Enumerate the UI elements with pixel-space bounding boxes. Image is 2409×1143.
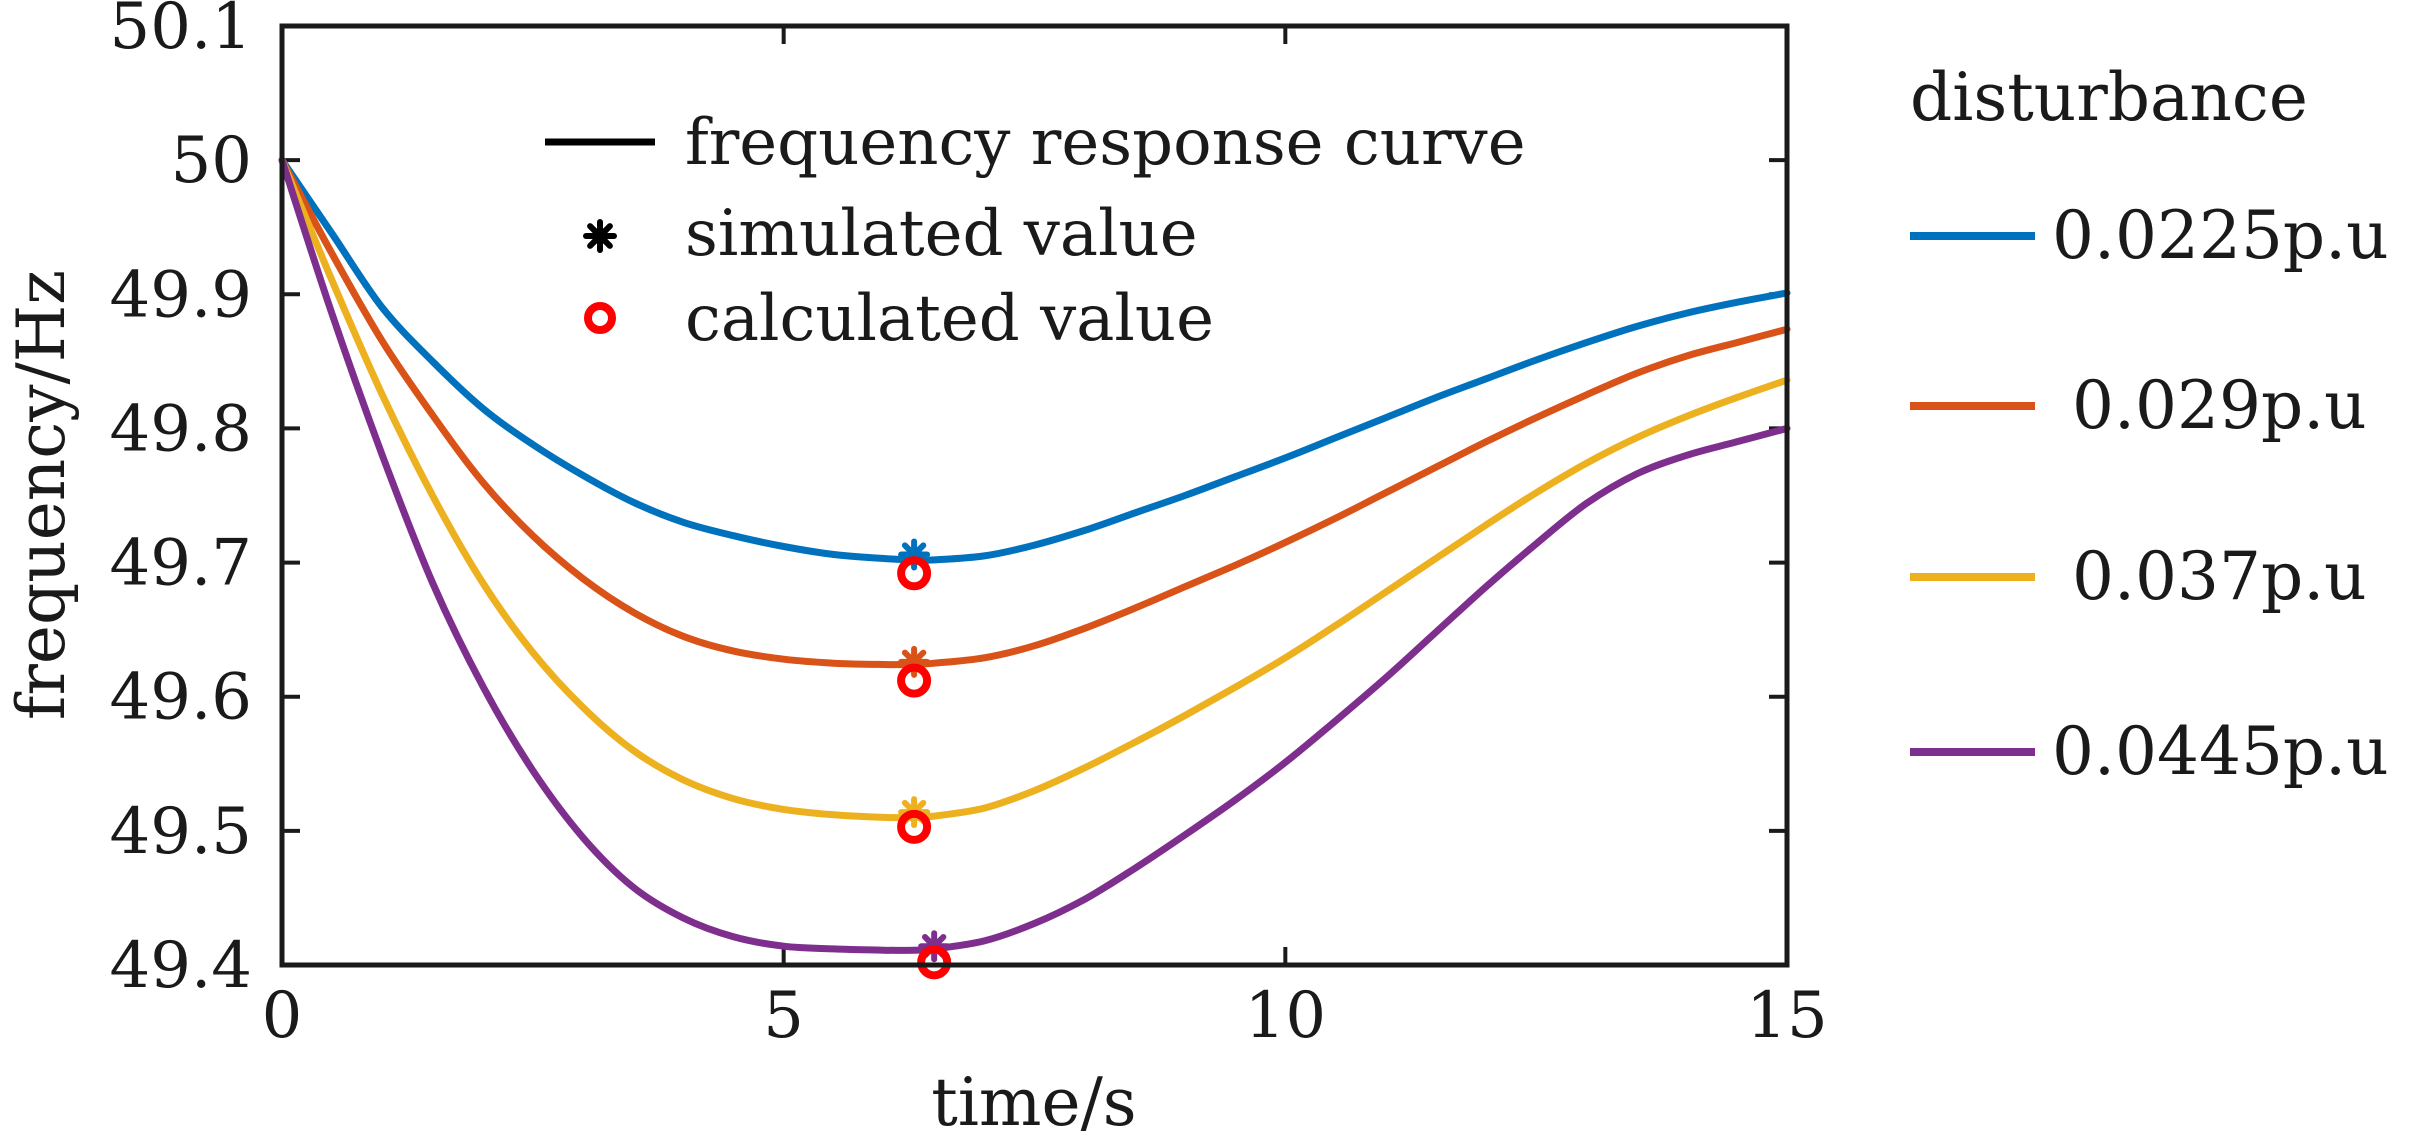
markers-layer (897, 538, 952, 980)
legend-label-simulated: simulated value (685, 197, 1198, 271)
legend-label-response-curve: frequency response curve (685, 106, 1526, 180)
y-tick-label: 49.5 (110, 795, 253, 869)
x-tick-label: 0 (262, 979, 303, 1053)
series-line-1 (278, 156, 1791, 564)
x-tick-label: 5 (763, 979, 804, 1053)
series-layer (278, 156, 1791, 954)
plot-frame (279, 23, 1790, 968)
x-axis-label: time/s (931, 1064, 1136, 1141)
calculated-marker-2 (897, 663, 932, 698)
y-tick-label: 50.1 (110, 0, 253, 64)
legend-asterisk-sample (583, 219, 617, 253)
inner-legend: frequency response curve simulated value… (545, 106, 1526, 356)
calculated-marker-3 (897, 809, 932, 844)
disturbance-label-3: 0.037p.u (2072, 538, 2367, 615)
y-axis-label: frequency/Hz (3, 270, 80, 720)
series-line-2 (278, 156, 1791, 669)
disturbance-label-2: 0.029p.u (2072, 367, 2367, 444)
y-tick-label: 49.7 (110, 527, 253, 601)
y-tick-label: 49.4 (110, 929, 253, 1003)
y-tick-label: 49.8 (110, 392, 253, 466)
disturbance-legend-items: 0.0225p.u 0.029p.u 0.037p.u 0.0445p.u (1910, 197, 2389, 790)
calculated-marker-4 (917, 945, 952, 980)
legend-label-calculated: calculated value (685, 282, 1214, 356)
calculated-marker-1 (897, 556, 932, 591)
y-tick-label: 49.6 (110, 661, 253, 735)
legend-circle-sample (584, 302, 616, 334)
x-tick-label: 10 (1245, 979, 1326, 1053)
legend-asterisk-glyph (583, 219, 617, 253)
disturbance-legend-title: disturbance (1910, 59, 2308, 136)
disturbance-label-1: 0.0225p.u (2052, 197, 2389, 274)
series-line-3 (278, 156, 1791, 822)
y-tick-label: 49.9 (110, 258, 253, 332)
y-tick-label: 50 (171, 124, 252, 198)
disturbance-label-4: 0.0445p.u (2052, 713, 2389, 790)
x-tick-label: 15 (1746, 979, 1827, 1053)
disturbance-legend: disturbance 0.0225p.u0.029p.u0.037p.u0.0… (1910, 59, 2389, 790)
ticks-layer: 0 5 10 15 49.4 49.5 49.6 49.7 49.8 49.9 50 50.1 (110, 0, 1828, 1053)
series-line-4 (278, 156, 1791, 954)
